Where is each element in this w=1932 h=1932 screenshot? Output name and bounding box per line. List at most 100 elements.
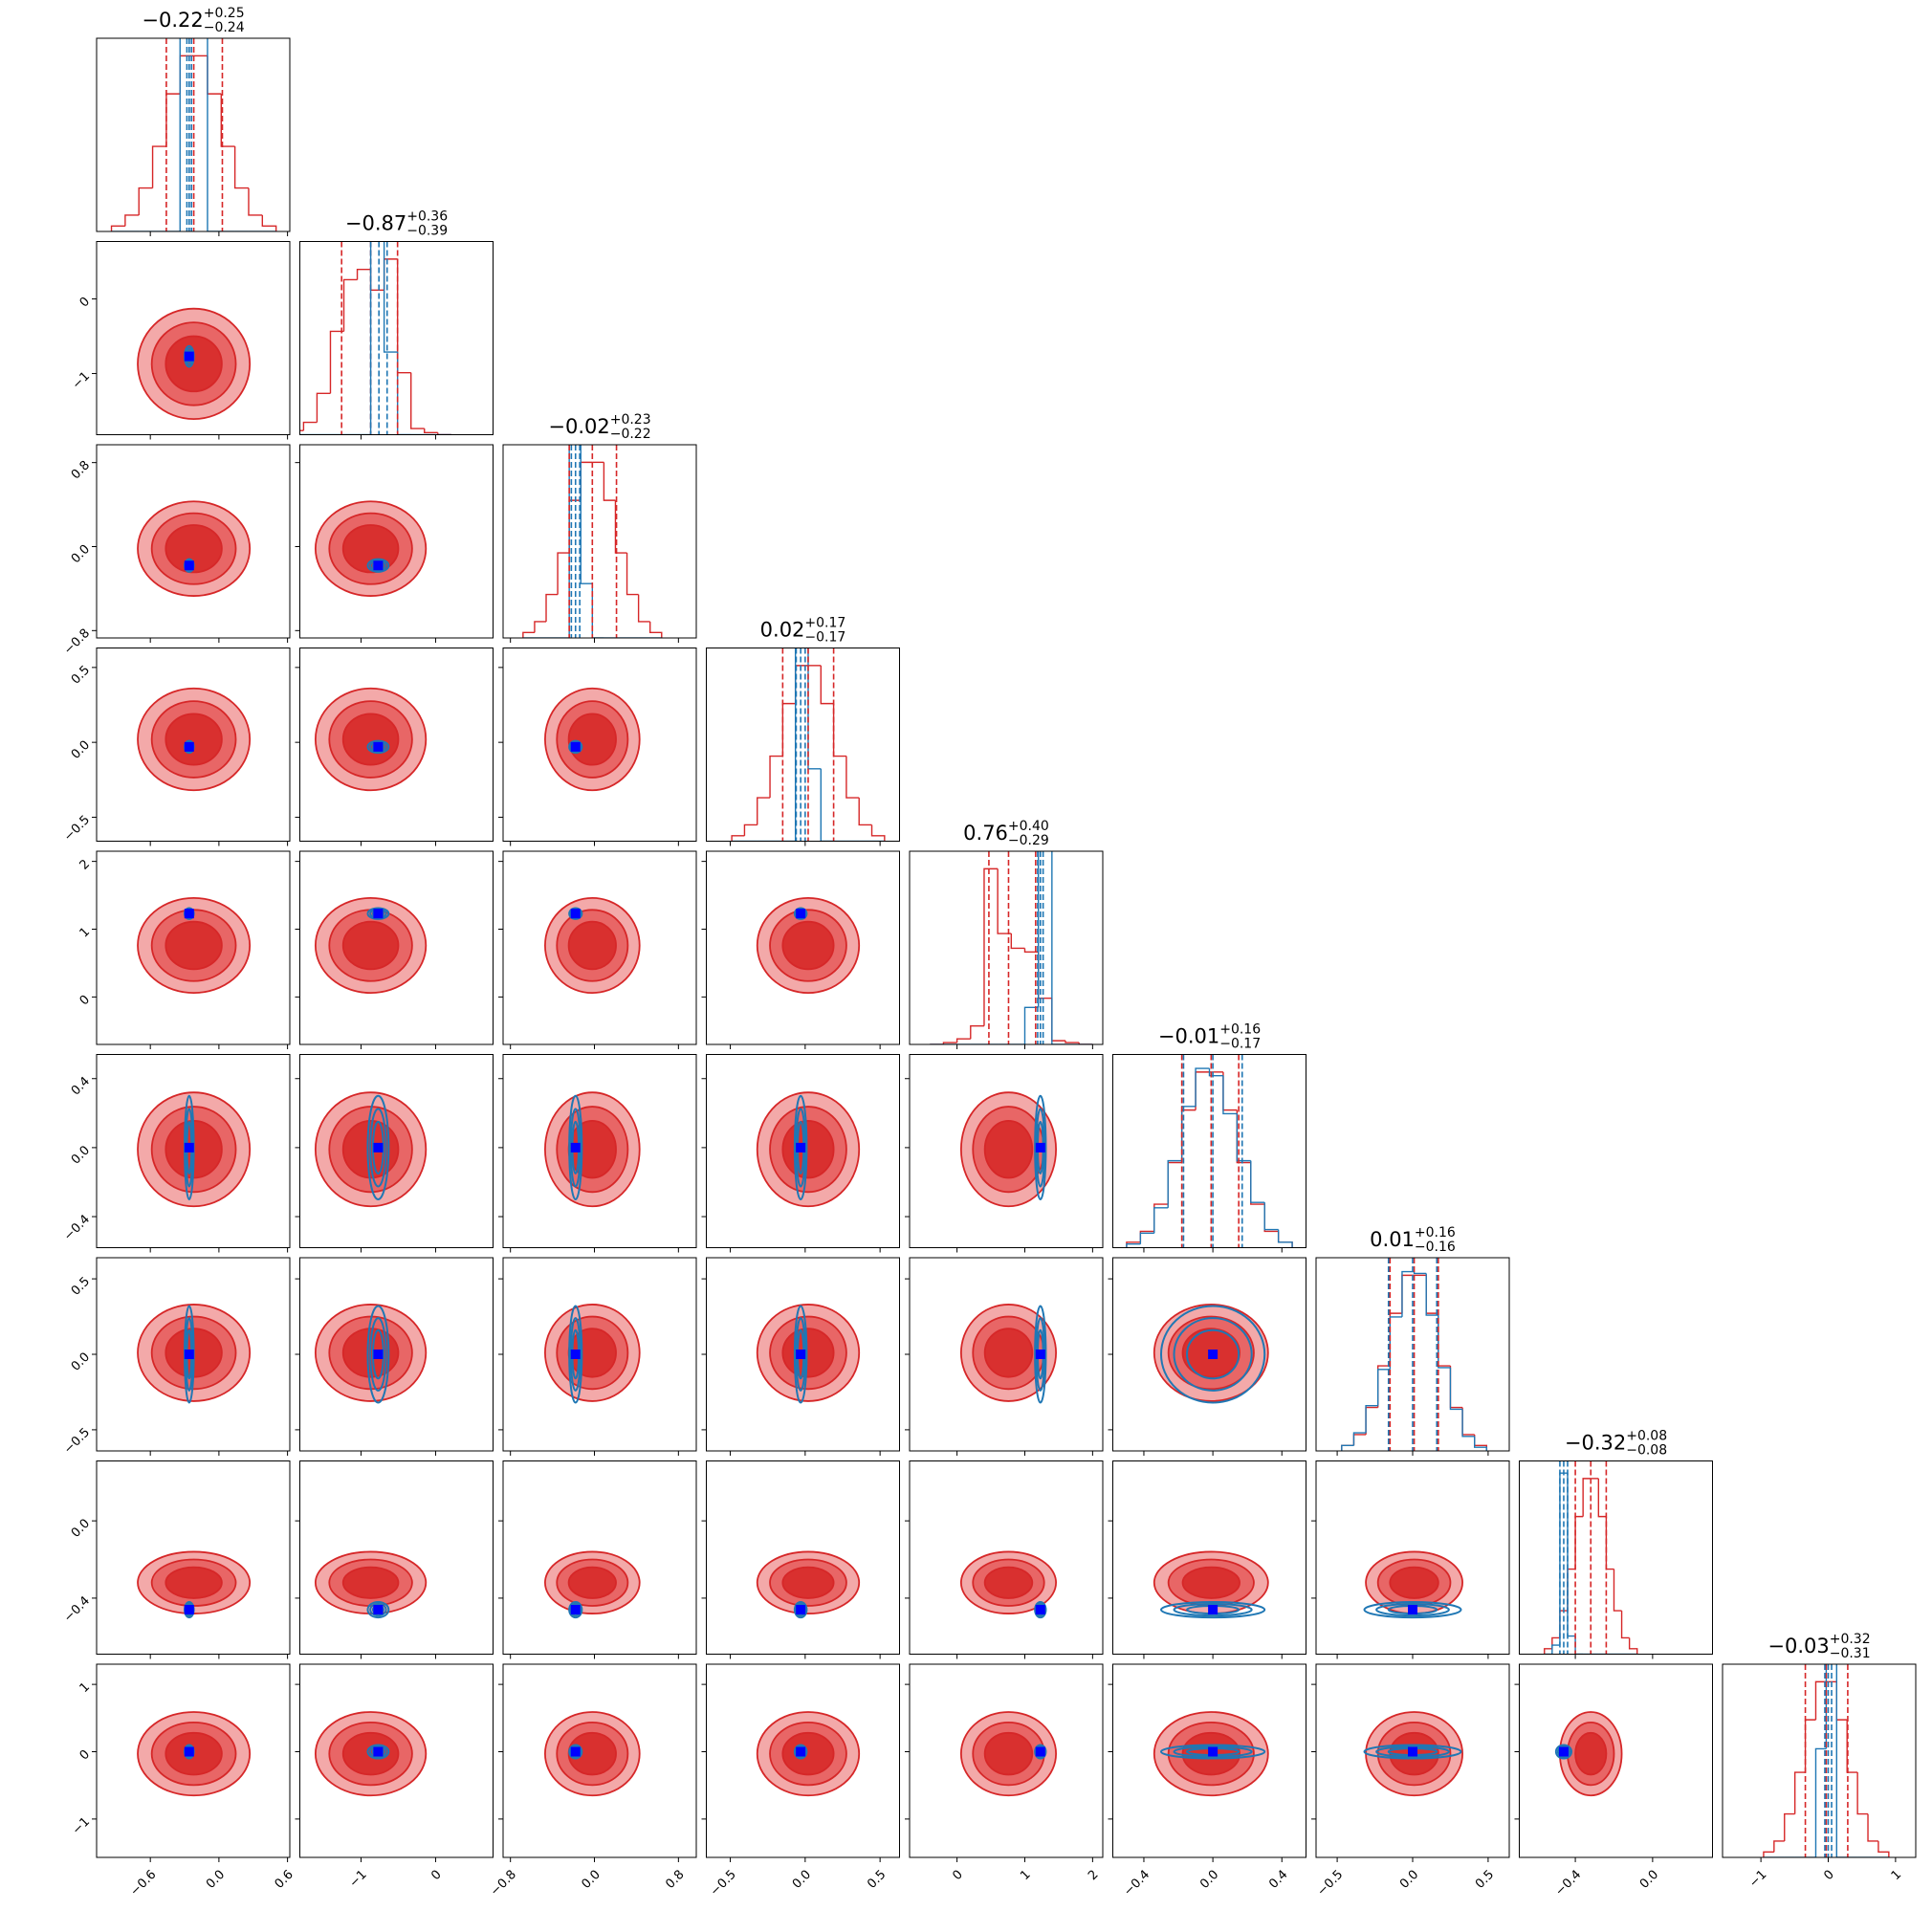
panel xyxy=(544,1091,641,1208)
panel-frame xyxy=(96,1663,291,1858)
panel-frame xyxy=(96,444,291,639)
truth-marker xyxy=(1408,1746,1417,1757)
panel-frame xyxy=(96,648,291,842)
histogram-bin xyxy=(534,621,547,633)
x-tick-label: 1 xyxy=(1889,1868,1904,1883)
x-tick-label: −0.6 xyxy=(128,1868,160,1899)
panel xyxy=(314,1304,428,1404)
panel-frame xyxy=(706,1663,900,1858)
histogram-bin xyxy=(648,621,663,638)
title-upper: +0.36 xyxy=(406,209,448,225)
truth-marker xyxy=(1208,1350,1218,1359)
truth-marker xyxy=(184,1605,194,1615)
panel xyxy=(544,687,641,792)
histogram-bin xyxy=(1814,1747,1827,1857)
panel-frame xyxy=(1722,1663,1917,1858)
histogram-bin xyxy=(1438,1313,1451,1367)
panel-frame xyxy=(96,37,291,232)
panel-frame xyxy=(1519,1460,1713,1655)
panel-frame xyxy=(706,648,900,842)
y-tick-label: 0.0 xyxy=(69,738,93,762)
histogram-bin xyxy=(1773,1840,1785,1853)
red-contour xyxy=(983,1120,1034,1179)
histogram-bin xyxy=(1474,1434,1488,1451)
blue-contour xyxy=(1173,1602,1253,1617)
histogram-bin xyxy=(138,187,153,215)
histogram-bin xyxy=(1010,933,1025,950)
histogram-bin xyxy=(1574,1636,1584,1655)
title-upper: +0.16 xyxy=(1415,1225,1456,1240)
truth-marker xyxy=(373,1746,384,1757)
y-tick-label: −0.5 xyxy=(61,1425,93,1457)
panel xyxy=(1153,1304,1269,1404)
histogram-bin xyxy=(1846,1720,1858,1773)
blue-contour xyxy=(369,1745,387,1758)
histogram-bin xyxy=(220,94,235,147)
x-tick-label: −0.4 xyxy=(1121,1868,1153,1899)
y-tick-label: −0.4 xyxy=(61,1212,93,1243)
blue-contour xyxy=(1034,1094,1047,1200)
y-tick-label: 0.8 xyxy=(69,458,93,482)
panel xyxy=(299,241,451,435)
histogram-bin xyxy=(820,665,834,705)
y-tick-label: 0.5 xyxy=(69,663,93,687)
panel xyxy=(959,1550,1057,1619)
red-contour xyxy=(341,1566,400,1599)
histogram-bin xyxy=(410,372,425,429)
blue-contour xyxy=(371,1328,384,1380)
histogram-bin xyxy=(1222,1071,1238,1111)
blue-contour xyxy=(1556,1745,1571,1758)
title-lower: −0.17 xyxy=(804,630,845,646)
x-tick-label: 2 xyxy=(1086,1868,1101,1883)
histogram-bin xyxy=(1126,1243,1141,1248)
histogram-bin xyxy=(1438,1315,1451,1369)
red-contour xyxy=(1181,1566,1240,1599)
red-contour xyxy=(781,1328,835,1378)
title-upper: +0.16 xyxy=(1219,1022,1261,1038)
panel xyxy=(137,500,252,597)
histogram-bin xyxy=(1582,1478,1592,1517)
x-tick-label: 0.4 xyxy=(1266,1868,1290,1892)
histogram-bin xyxy=(1793,1771,1806,1814)
blue-contour xyxy=(369,1602,387,1617)
x-tick-label: −1 xyxy=(1746,1868,1769,1891)
y-tick-label: 2 xyxy=(77,857,93,872)
panel xyxy=(314,500,428,597)
histogram-bin xyxy=(151,145,166,188)
histogram-bin xyxy=(165,93,181,147)
blue-contour xyxy=(1186,1328,1240,1380)
x-tick-label: 0.0 xyxy=(1197,1868,1221,1892)
y-tick-label: 0 xyxy=(77,1747,93,1763)
histogram-bin xyxy=(316,392,331,423)
histogram-bin xyxy=(396,352,411,435)
y-tick-label: 0.5 xyxy=(69,1275,93,1299)
histogram-bin xyxy=(1037,851,1040,1008)
blue-contour xyxy=(369,1108,387,1188)
histogram-bin xyxy=(870,824,886,842)
red-contour xyxy=(781,1731,835,1776)
y-tick-label: 0.0 xyxy=(69,1143,93,1167)
title-median: −0.03 xyxy=(1767,1635,1829,1658)
histogram-bin xyxy=(1867,1813,1878,1842)
histogram-bin xyxy=(820,768,834,842)
histogram-bin xyxy=(1341,1444,1354,1451)
histogram-bin xyxy=(832,703,846,757)
blue-contour xyxy=(793,1094,808,1200)
panel xyxy=(314,1550,428,1619)
panel-frame xyxy=(909,1460,1104,1655)
histogram-bin xyxy=(124,214,140,227)
x-tick-label: 0.0 xyxy=(580,1868,604,1892)
panel-title: −0.01+0.16 −0.17 xyxy=(1158,1022,1261,1052)
blue-contour xyxy=(366,1305,390,1404)
panel xyxy=(1363,1550,1463,1619)
histogram-bin xyxy=(1250,1162,1265,1205)
histogram-bin xyxy=(1544,1648,1552,1655)
blue-contour xyxy=(366,739,390,755)
histogram-bin xyxy=(1620,1611,1630,1639)
red-contour xyxy=(567,1566,617,1599)
red-contour xyxy=(165,713,223,766)
red-contour xyxy=(781,1566,835,1599)
title-lower: −0.08 xyxy=(1626,1443,1667,1459)
truth-marker xyxy=(373,560,384,571)
histogram-bin xyxy=(1263,1202,1279,1231)
